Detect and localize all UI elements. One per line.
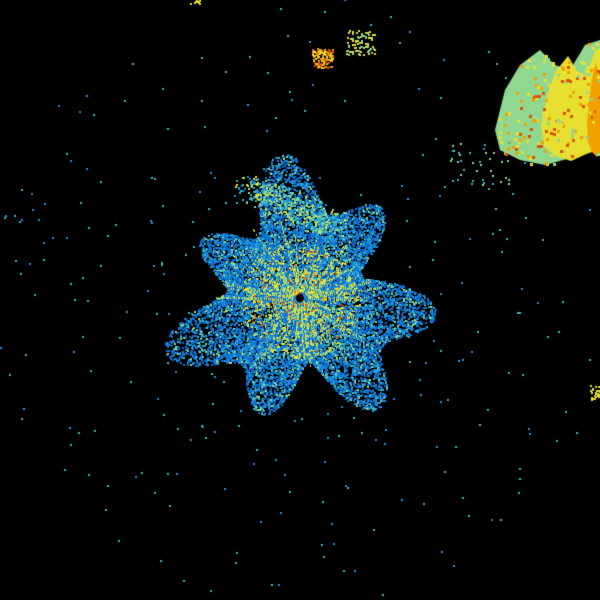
radar-reflectivity-image — [0, 0, 600, 600]
